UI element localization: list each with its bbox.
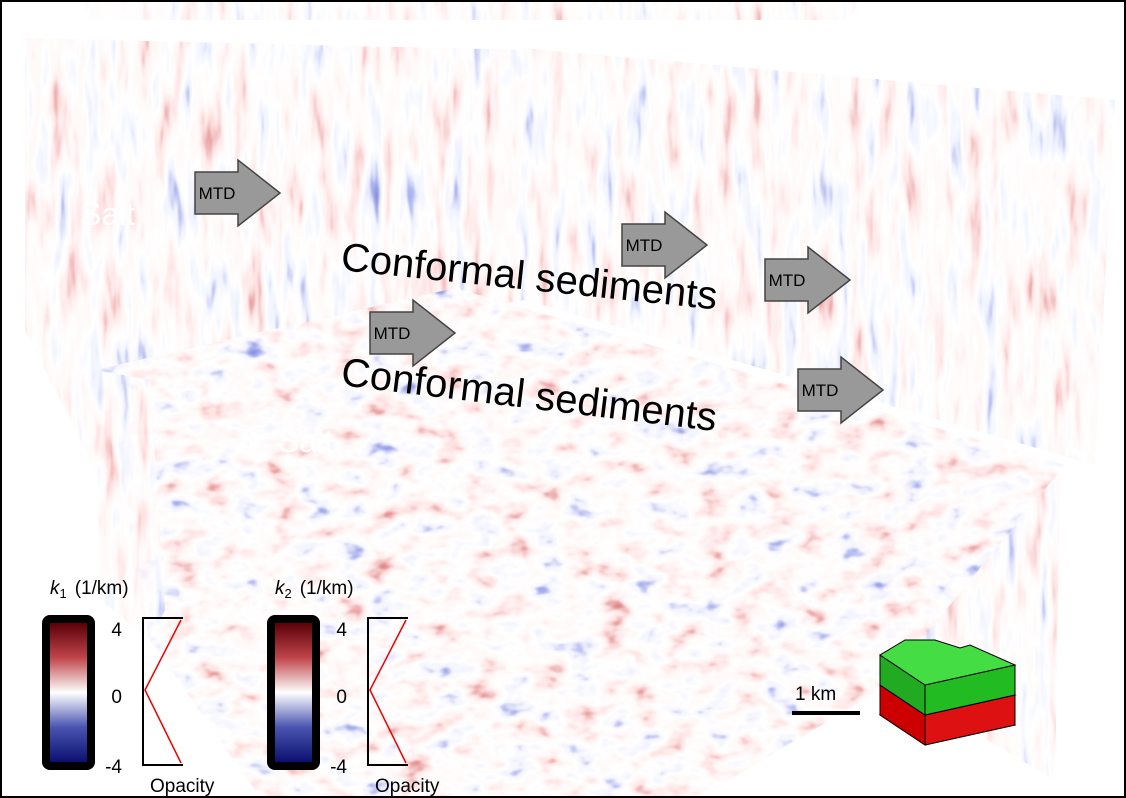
mtd-label: MTD xyxy=(626,236,663,255)
opacity-box xyxy=(142,617,183,766)
colorbar-tick: -4 xyxy=(330,757,347,778)
subscript: 1 xyxy=(60,586,67,601)
symbol: k xyxy=(275,578,286,599)
scale-bar-label: 1 km xyxy=(795,684,836,705)
colorbar-tick: 0 xyxy=(336,687,347,708)
mtd-label: MTD xyxy=(199,184,236,203)
opacity-label: Opacity xyxy=(150,776,215,797)
opacity-label: Opacity xyxy=(375,776,440,797)
mtd-arrow xyxy=(797,355,885,425)
mtd-label: MTD xyxy=(374,324,411,343)
colorbar-tick: 0 xyxy=(111,687,122,708)
symbol: k xyxy=(50,578,61,599)
mtd-arrow xyxy=(764,245,852,315)
mtd-arrow xyxy=(194,158,282,228)
salt-label: Salt xyxy=(278,423,333,459)
mtd-arrow xyxy=(621,210,709,280)
subscript: 2 xyxy=(285,586,292,601)
mtd-label: MTD xyxy=(802,381,839,400)
opacity-box xyxy=(367,617,408,766)
colorbar-label: k1 (1/km) xyxy=(50,578,129,601)
mtd-arrow xyxy=(369,298,457,368)
colorbar-tick: 4 xyxy=(336,620,347,641)
colorbar-tick: -4 xyxy=(105,757,122,778)
orientation-icon xyxy=(878,639,1017,746)
colorbar-label: k2 (1/km) xyxy=(275,578,354,601)
salt-label: Salt xyxy=(80,196,135,232)
unit: (1/km) xyxy=(75,578,129,599)
mtd-label: MTD xyxy=(769,271,806,290)
opacity-curve xyxy=(144,619,182,764)
unit: (1/km) xyxy=(300,578,354,599)
opacity-curve xyxy=(369,619,407,764)
colorbar xyxy=(50,623,87,762)
colorbar-tick: 4 xyxy=(111,620,122,641)
colorbar xyxy=(275,623,312,762)
